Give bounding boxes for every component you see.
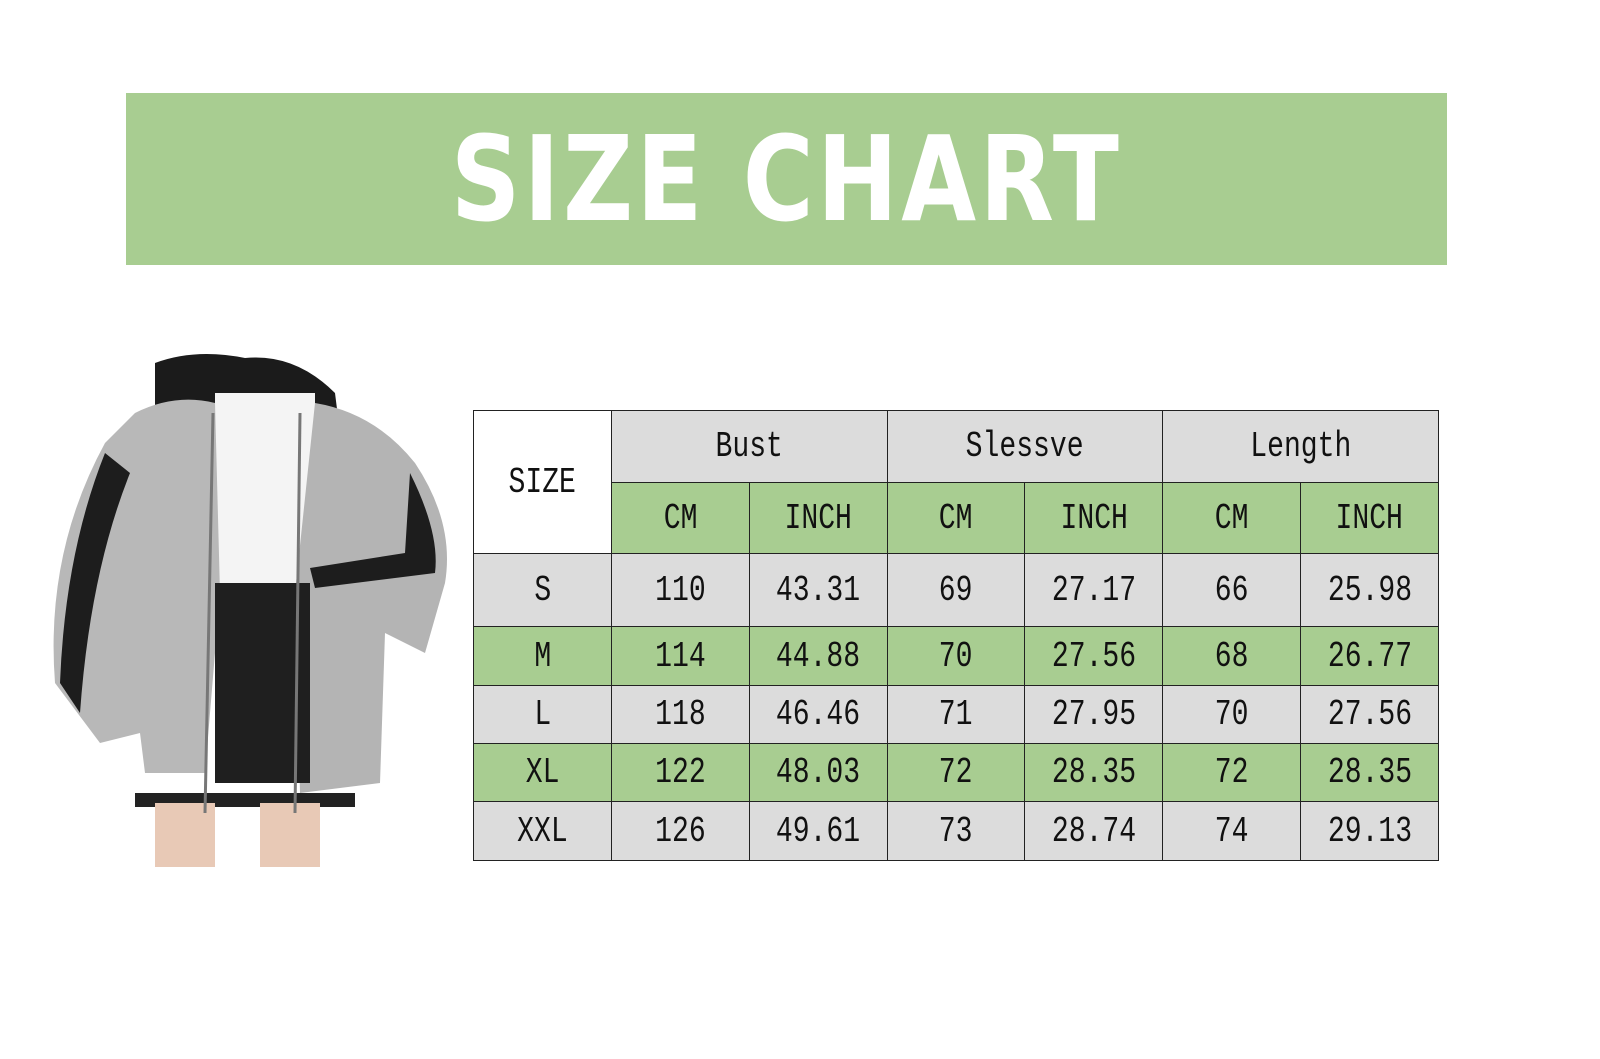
model-photo-hoodie [53, 354, 447, 867]
table-cell: 27.56 [1300, 685, 1439, 744]
size-label: XXL [473, 801, 612, 861]
table-cell: 114 [610, 626, 750, 686]
table-cell: 27.17 [1024, 553, 1164, 627]
unit-header: CM [1162, 482, 1302, 554]
table-cell: 43.31 [748, 553, 888, 627]
table-cell: 29.13 [1300, 801, 1439, 861]
table-row: M 114 44.88 70 27.56 68 26.77 [473, 626, 1439, 686]
table-cell: 74 [1162, 801, 1302, 861]
table-cell: 126 [610, 801, 750, 861]
size-table: SIZE Bust Slessve Length CM INCH CM INCH CM I… [473, 410, 1439, 861]
table-cell: 71 [886, 685, 1026, 744]
page-title: SIZE CHART [450, 110, 1123, 248]
corner-header: SIZE [473, 410, 612, 554]
table-cell: 28.74 [1024, 801, 1164, 861]
table-cell: 27.95 [1024, 685, 1164, 744]
table-row: XL 122 48.03 72 28.35 72 28.35 [473, 743, 1439, 802]
group-header: Bust [610, 410, 888, 483]
table-cell: 72 [1162, 743, 1302, 802]
table-cell: 66 [1162, 553, 1302, 627]
table-cell: 118 [610, 685, 750, 744]
table-cell: 49.61 [748, 801, 888, 861]
table-cell: 122 [610, 743, 750, 802]
table-cell: 25.98 [1300, 553, 1439, 627]
size-label: S [473, 553, 612, 627]
table-cell: 27.56 [1024, 626, 1164, 686]
group-header: Slessve [886, 410, 1164, 483]
table-cell: 110 [610, 553, 750, 627]
table-cell: 73 [886, 801, 1026, 861]
unit-header: INCH [748, 482, 888, 554]
size-label: L [473, 685, 612, 744]
size-label: M [473, 626, 612, 686]
table-row: S 110 43.31 69 27.17 66 25.98 [473, 553, 1439, 627]
table-cell: 46.46 [748, 685, 888, 744]
unit-header: CM [610, 482, 750, 554]
table-row: XXL 126 49.61 73 28.74 74 29.13 [473, 801, 1439, 861]
table-row: L 118 46.46 71 27.95 70 27.56 [473, 685, 1439, 744]
group-header: Length [1162, 410, 1439, 483]
unit-header: INCH [1024, 482, 1164, 554]
unit-header: CM [886, 482, 1026, 554]
table-cell: 68 [1162, 626, 1302, 686]
size-label: XL [473, 743, 612, 802]
title-banner: SIZE CHART [126, 93, 1447, 265]
table-cell: 70 [1162, 685, 1302, 744]
table-cell: 70 [886, 626, 1026, 686]
table-cell: 44.88 [748, 626, 888, 686]
table-cell: 28.35 [1024, 743, 1164, 802]
table-cell: 48.03 [748, 743, 888, 802]
table-cell: 26.77 [1300, 626, 1439, 686]
unit-header: INCH [1300, 482, 1439, 554]
table-cell: 72 [886, 743, 1026, 802]
table-cell: 69 [886, 553, 1026, 627]
table-cell: 28.35 [1300, 743, 1439, 802]
